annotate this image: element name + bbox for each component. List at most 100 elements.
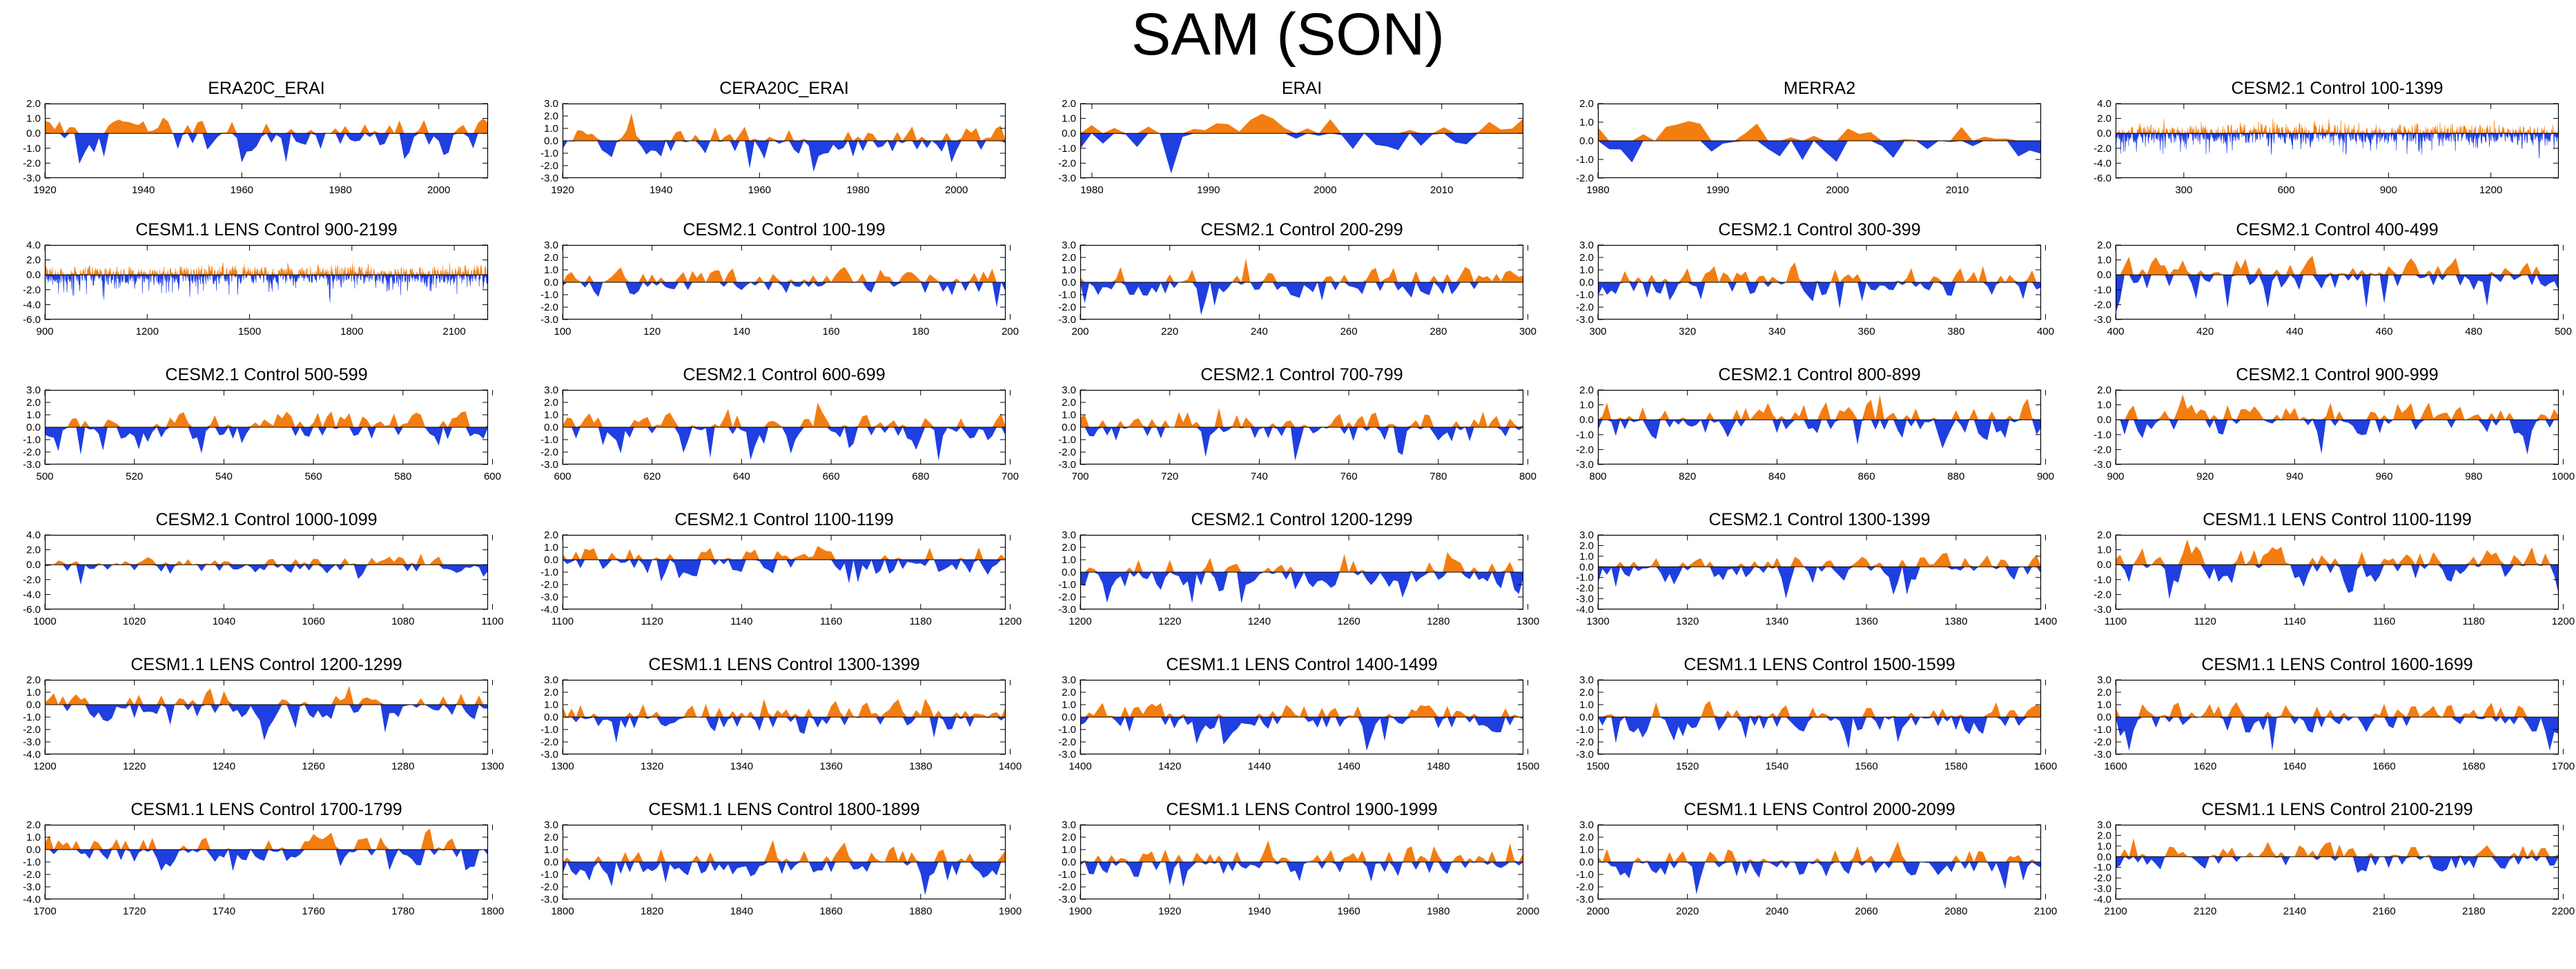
y-tick-label: 3.0 (1579, 819, 1594, 831)
chart-panel: CESM2.1 Control 100-1399 4.0 2.0 0.0 -2.0 -4.… (2094, 76, 2559, 199)
x-tick-label: 880 (1947, 471, 1964, 482)
x-tick-label: 600 (554, 471, 571, 482)
chart-title: CESM2.1 Control 400-499 (2236, 220, 2439, 239)
y-tick-label: -2.0 (1058, 736, 1076, 748)
y-tick-label: 4.0 (26, 529, 41, 541)
y-tick-label: -1.0 (2094, 429, 2111, 441)
x-tick-label: 1120 (641, 616, 663, 627)
x-tick-label: 800 (1589, 471, 1606, 482)
x-tick-label: 1480 (1427, 761, 1450, 772)
x-tick-label: 1960 (1337, 906, 1360, 917)
y-tick-label: -3.0 (2094, 459, 2111, 471)
positive-area (2116, 394, 2559, 420)
x-tick-label: 2060 (1855, 906, 1877, 917)
y-tick-label: -2.0 (1058, 881, 1076, 893)
y-tick-label: 2.0 (2097, 529, 2111, 541)
chart-panel: ERAI 2.0 1.0 0.0 -1.0 -2.0 -3.0 1980 1990 2000 201… (1058, 76, 1524, 199)
negative-area (563, 862, 1006, 895)
y-tick-label: -2.0 (23, 447, 41, 458)
y-tick-label: -6.0 (23, 314, 41, 326)
y-tick-label: -4.0 (2094, 894, 2111, 906)
plot-frame (1080, 103, 1524, 179)
y-tick-label: 1.0 (2097, 545, 2111, 556)
y-tick-label: -1.0 (1058, 579, 1076, 591)
y-tick-label: -2.0 (23, 869, 41, 881)
y-tick-label: 2.0 (544, 397, 558, 409)
chart-title: CESM2.1 Control 1200-1299 (1191, 510, 1413, 529)
y-tick-label: -2.0 (540, 579, 558, 591)
y-tick-label: 2.0 (2097, 384, 2111, 396)
y-tick-label: -3.0 (1058, 749, 1076, 761)
x-tick-label: 700 (1002, 471, 1019, 482)
y-tick-label: 0.0 (26, 559, 41, 571)
x-tick-label: 720 (1161, 471, 1178, 482)
y-tick-label: 0.0 (1062, 422, 1076, 433)
plot-frame (44, 534, 489, 610)
y-tick-label: -3.0 (23, 173, 41, 184)
y-tick-label: -3.0 (2094, 604, 2111, 616)
y-tick-label: -1.0 (540, 567, 558, 578)
x-tick-label: 1300 (481, 761, 504, 772)
x-tick-label: 900 (2107, 471, 2124, 482)
x-tick-label: 300 (2175, 184, 2192, 196)
y-tick-label: -2.0 (540, 160, 558, 172)
page-title: SAM (SON) (1131, 1, 1445, 68)
x-tick-label: 480 (2465, 326, 2482, 337)
x-tick-label: 440 (2286, 326, 2303, 337)
y-tick-label: 3.0 (1062, 239, 1076, 251)
x-tick-label: 300 (1589, 326, 1606, 337)
y-tick-label: -2.0 (1576, 881, 1594, 893)
x-tick-label: 1180 (2463, 616, 2485, 627)
x-tick-label: 1100 (552, 616, 574, 627)
y-tick-label: -1.0 (1058, 289, 1076, 301)
y-tick-label: 0.0 (544, 135, 558, 147)
x-tick-label: 1080 (391, 616, 414, 627)
negative-area (1080, 717, 1523, 751)
negative-area (2116, 565, 2559, 599)
x-tick-label: 100 (554, 326, 571, 337)
chart-panel: CESM2.1 Control 800-899 2.0 1.0 0.0 -1.0 -2.0… (1576, 362, 2054, 485)
x-tick-label: 1200 (2479, 184, 2502, 196)
y-tick-label: -2.0 (540, 881, 558, 893)
chart-title: CESM2.1 Control 700-799 (1200, 365, 1403, 384)
x-tick-label: 180 (912, 326, 929, 337)
chart-title: CESM1.1 LENS Control 1100-1199 (2203, 510, 2472, 529)
y-tick-label: -3.0 (2094, 314, 2111, 326)
y-tick-label: -1.0 (2094, 284, 2111, 296)
x-tick-label: 300 (1519, 326, 1536, 337)
negative-area (1080, 572, 1523, 604)
y-tick-label: 1.0 (2097, 841, 2111, 852)
y-tick-label: 3.0 (1579, 239, 1594, 251)
x-tick-label: 1720 (123, 906, 146, 917)
chart-title: ERA20C_ERAI (208, 79, 325, 98)
y-tick-label: 2.0 (2097, 239, 2111, 251)
x-tick-label: 2100 (2104, 906, 2127, 917)
negative-area (1598, 567, 2041, 599)
x-tick-label: 560 (305, 471, 322, 482)
x-tick-label: 1340 (1766, 616, 1788, 627)
x-tick-label: 400 (2037, 326, 2054, 337)
x-tick-label: 1440 (1248, 761, 1271, 772)
y-tick-label: 1.0 (1579, 117, 1594, 128)
positive-area (563, 546, 1006, 560)
y-tick-label: 2.0 (1062, 542, 1076, 554)
negative-area (563, 427, 1006, 461)
x-tick-label: 1280 (1427, 616, 1450, 627)
y-tick-label: -4.0 (23, 894, 41, 906)
x-tick-label: 780 (1430, 471, 1447, 482)
x-tick-label: 1900 (999, 906, 1022, 917)
chart-title: CESM1.1 LENS Control 1500-1599 (1684, 655, 1955, 674)
x-tick-label: 840 (1768, 471, 1786, 482)
x-tick-label: 1920 (33, 184, 56, 196)
y-tick-label: 3.0 (544, 98, 558, 110)
negative-area (1598, 420, 2041, 449)
x-tick-label: 2080 (1944, 906, 1967, 917)
x-tick-label: 500 (2555, 326, 2572, 337)
y-tick-label: 0.0 (1062, 128, 1076, 139)
chart-panel: CESM2.1 Control 600-699 3.0 2.0 1.0 0.0 -1.0-… (540, 362, 1019, 485)
